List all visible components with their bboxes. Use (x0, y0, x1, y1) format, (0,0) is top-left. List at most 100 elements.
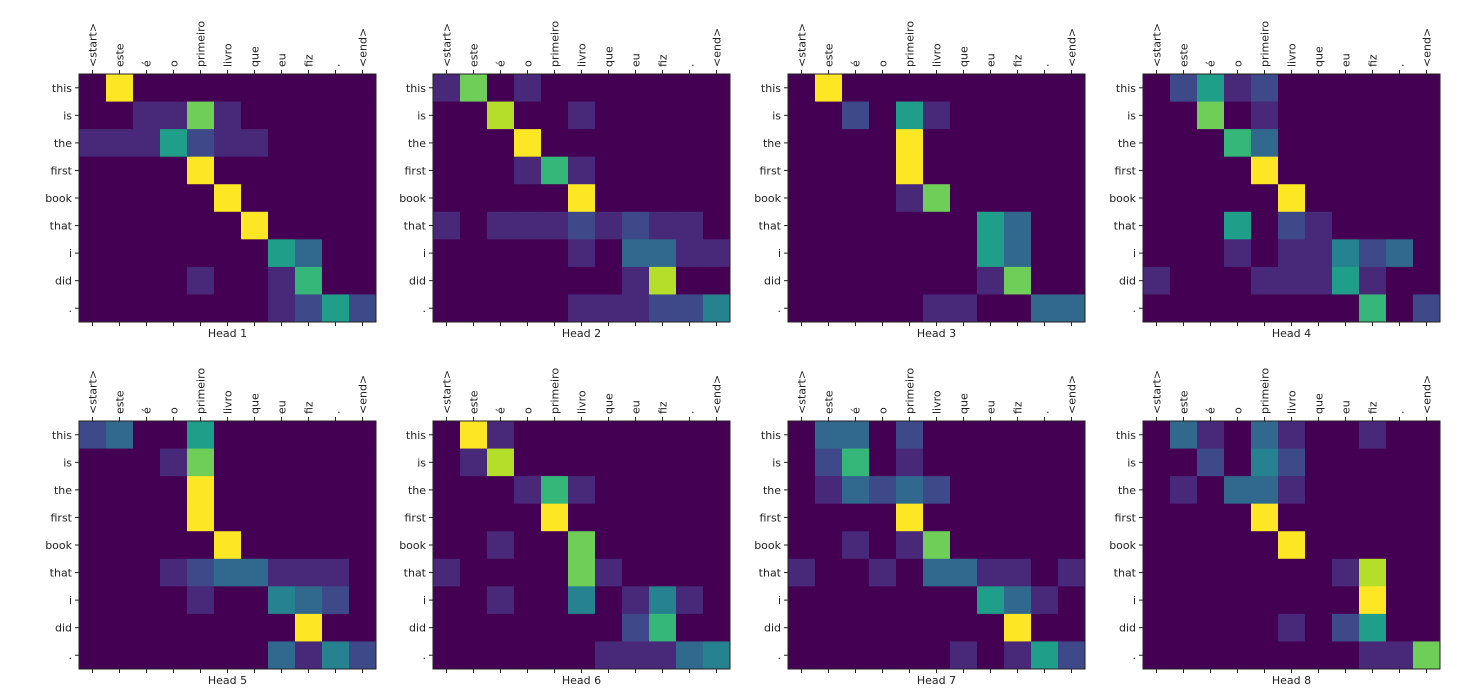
heatmap-cell (649, 184, 677, 213)
heatmap-cell (187, 586, 215, 615)
heatmap-cell (295, 641, 323, 670)
heatmap-cell (1224, 641, 1252, 670)
heatmap-cell (1004, 448, 1032, 477)
heatmap-cell (460, 613, 488, 642)
heatmap-cell (349, 101, 377, 130)
heatmap-cell (869, 239, 897, 268)
heatmap-cell (322, 531, 350, 560)
heatmap-cell (1197, 101, 1225, 130)
y-tick-label: did (764, 622, 781, 635)
y-tick-label: . (423, 302, 427, 315)
x-tick-label: . (1394, 64, 1407, 68)
y-tick-label: did (764, 275, 781, 288)
heatmap-cell (1413, 448, 1441, 477)
y-tick-label: the (408, 484, 426, 497)
heatmap-cell (676, 266, 704, 295)
heatmap-cell (1170, 74, 1198, 102)
heatmap-cell (1224, 294, 1252, 323)
heatmap-cell (322, 266, 350, 295)
heatmap-cell (1413, 294, 1441, 323)
heatmap-cell (241, 641, 269, 670)
heatmap-cell (241, 613, 269, 642)
y-tick-label: . (69, 649, 73, 662)
heatmap-cell (214, 74, 242, 102)
x-tick-label: este (823, 390, 836, 414)
heatmap-cell (842, 531, 870, 560)
heatmap-cell (1143, 266, 1171, 295)
heatmap-cell (214, 641, 242, 670)
x-tick-label: <start> (796, 370, 809, 414)
heatmap-cell (1197, 129, 1225, 158)
heatmap-cell (349, 156, 377, 185)
heatmap-cell (1224, 421, 1252, 449)
heatmap-cell (133, 531, 161, 560)
heatmap-cell (1170, 641, 1198, 670)
heatmap-cell (869, 503, 897, 532)
heatmap-cell (433, 613, 461, 642)
heatmap-cell (1305, 613, 1333, 642)
y-tick-label: that (50, 567, 73, 580)
heatmap-cell (268, 586, 296, 615)
heatmap-cell (514, 448, 542, 477)
heatmap-cell (349, 448, 377, 477)
heatmap-cell (268, 211, 296, 240)
heatmap-cell (842, 476, 870, 505)
heatmap-cell (1413, 613, 1441, 642)
heatmap-cell (649, 211, 677, 240)
heatmap-cell (433, 558, 461, 587)
heatmap-cell (676, 211, 704, 240)
heatmap-cell (1004, 266, 1032, 295)
heatmap-cell (106, 586, 134, 615)
heatmap-cell (541, 531, 569, 560)
y-tick-label: that (50, 220, 73, 233)
heatmap-cell (788, 476, 816, 505)
heatmap-cell (160, 613, 188, 642)
x-tick-label: <end> (357, 28, 370, 67)
heatmap-cell (160, 184, 188, 213)
heatmap-cell (433, 641, 461, 670)
heatmap-cell (1386, 641, 1414, 670)
head-title: Head 7 (917, 674, 956, 687)
heatmap-cell (568, 476, 596, 505)
heatmap-cell (79, 129, 107, 158)
heatmap-cell (160, 74, 188, 102)
heatmap-cell (133, 74, 161, 102)
heatmap-cell (1305, 129, 1333, 158)
heatmap-cell (1170, 129, 1198, 158)
heatmap-cell (214, 421, 242, 449)
heatmap-cell (487, 421, 515, 449)
heatmap-cell (1197, 586, 1225, 615)
heatmap-cell (869, 266, 897, 295)
heatmap-cell (322, 641, 350, 670)
heatmap-cell (950, 129, 978, 158)
heatmap-cell (268, 476, 296, 505)
heatmap-cell (595, 211, 623, 240)
x-tick-label: <end> (357, 375, 370, 414)
heatmap-cell (950, 448, 978, 477)
y-tick-label: is (1127, 109, 1136, 122)
y-tick-label: the (763, 484, 781, 497)
heatmap-cell (595, 129, 623, 158)
heatmap-cell (349, 613, 377, 642)
heatmap-cell (869, 129, 897, 158)
x-tick-label: o (1232, 407, 1245, 414)
heatmap-cell (1058, 211, 1086, 240)
heatmap-cell (703, 266, 731, 295)
heatmap-cell (595, 266, 623, 295)
heatmap-cell (788, 74, 816, 102)
heatmap-cell (460, 558, 488, 587)
heatmap-cell (187, 421, 215, 449)
heatmap-panel-head-2: this is the first book that i did. <start> este é o… (399, 21, 731, 340)
heatmap-cell (649, 156, 677, 185)
heatmap-cell (977, 531, 1005, 560)
heatmap-cell (1332, 294, 1360, 323)
heatmap-cell (977, 641, 1005, 670)
heatmap-cell (950, 421, 978, 449)
heatmap-cell (1170, 613, 1198, 642)
heatmap-cell (322, 156, 350, 185)
y-tick-label: i (423, 247, 426, 260)
heatmap-cell (815, 558, 843, 587)
heatmap-cell (1332, 531, 1360, 560)
heatmap-cell (541, 184, 569, 213)
x-tick-label: fiz (1012, 401, 1025, 414)
